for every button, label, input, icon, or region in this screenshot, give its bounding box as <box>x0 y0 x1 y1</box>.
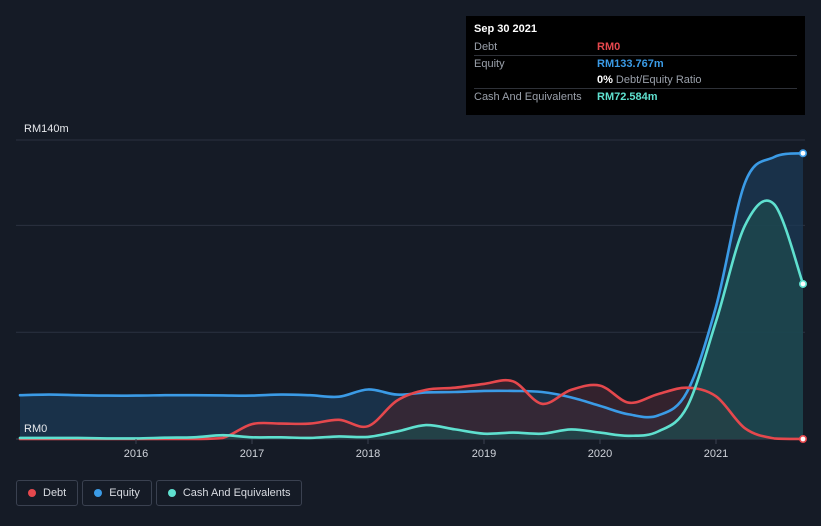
tooltip-label <box>474 72 597 88</box>
tooltip-label: Equity <box>474 58 505 70</box>
cash-and-equivalents-line <box>18 199 805 440</box>
series-end-markers <box>798 149 807 443</box>
legend-label: Cash And Equivalents <box>182 487 291 499</box>
tooltip-date: Sep 30 2021 <box>474 23 537 35</box>
x-tick-label: 2017 <box>240 448 264 460</box>
x-tick-label: 2020 <box>588 448 612 460</box>
y-axis-min-label: RM0 <box>24 423 47 435</box>
tooltip-label: Debt <box>474 41 498 53</box>
cash-and-equivalents-end-marker <box>798 279 807 288</box>
tooltip-label: Cash And Equivalents <box>474 91 582 103</box>
legend-dot-icon <box>94 489 103 497</box>
x-tick-label: 2019 <box>472 448 496 460</box>
tooltip-row-equity: Equity RM133.767m <box>474 55 797 72</box>
series-areas <box>20 153 803 439</box>
legend-dot-icon <box>167 489 176 497</box>
tooltip-ratio-caption: Debt/Equity Ratio <box>615 74 702 86</box>
tooltip-row-ratio: 0% Debt/Equity Ratio <box>474 72 797 88</box>
legend-item-debt[interactable]: Debt <box>16 480 79 506</box>
x-tick-label: 2016 <box>124 448 148 460</box>
tooltip-value: RM0 <box>597 41 621 53</box>
data-tooltip: Sep 30 2021 Debt RM0 Equity RM133.767m 0… <box>466 16 805 115</box>
tooltip-row-debt: Debt RM0 <box>474 39 797 55</box>
y-axis-max-label: RM140m <box>24 123 69 135</box>
debt-end-marker <box>798 434 807 443</box>
cash-and-equivalents-area <box>20 200 803 439</box>
x-axis-ticks: 2016 2017 2018 2019 2020 2021 <box>124 439 728 460</box>
legend-dot-icon <box>28 489 36 497</box>
tooltip-value: 0% <box>597 74 613 86</box>
x-tick-label: 2018 <box>356 448 380 460</box>
debt-area <box>20 380 803 439</box>
chart-legend: Debt Equity Cash And Equivalents <box>16 480 303 507</box>
series-lines <box>18 151 805 441</box>
legend-item-cash[interactable]: Cash And Equivalents <box>155 480 303 506</box>
equity-line <box>18 151 805 419</box>
legend-label: Equity <box>109 487 140 499</box>
legend-item-equity[interactable]: Equity <box>82 480 152 506</box>
legend-label: Debt <box>43 487 67 499</box>
tooltip-row-cash: Cash And Equivalents RM72.584m <box>474 88 797 105</box>
x-tick-label: 2021 <box>704 448 728 460</box>
tooltip-value: RM133.767m <box>597 58 664 70</box>
equity-end-marker <box>798 149 807 158</box>
tooltip-value: RM72.584m <box>597 91 658 103</box>
